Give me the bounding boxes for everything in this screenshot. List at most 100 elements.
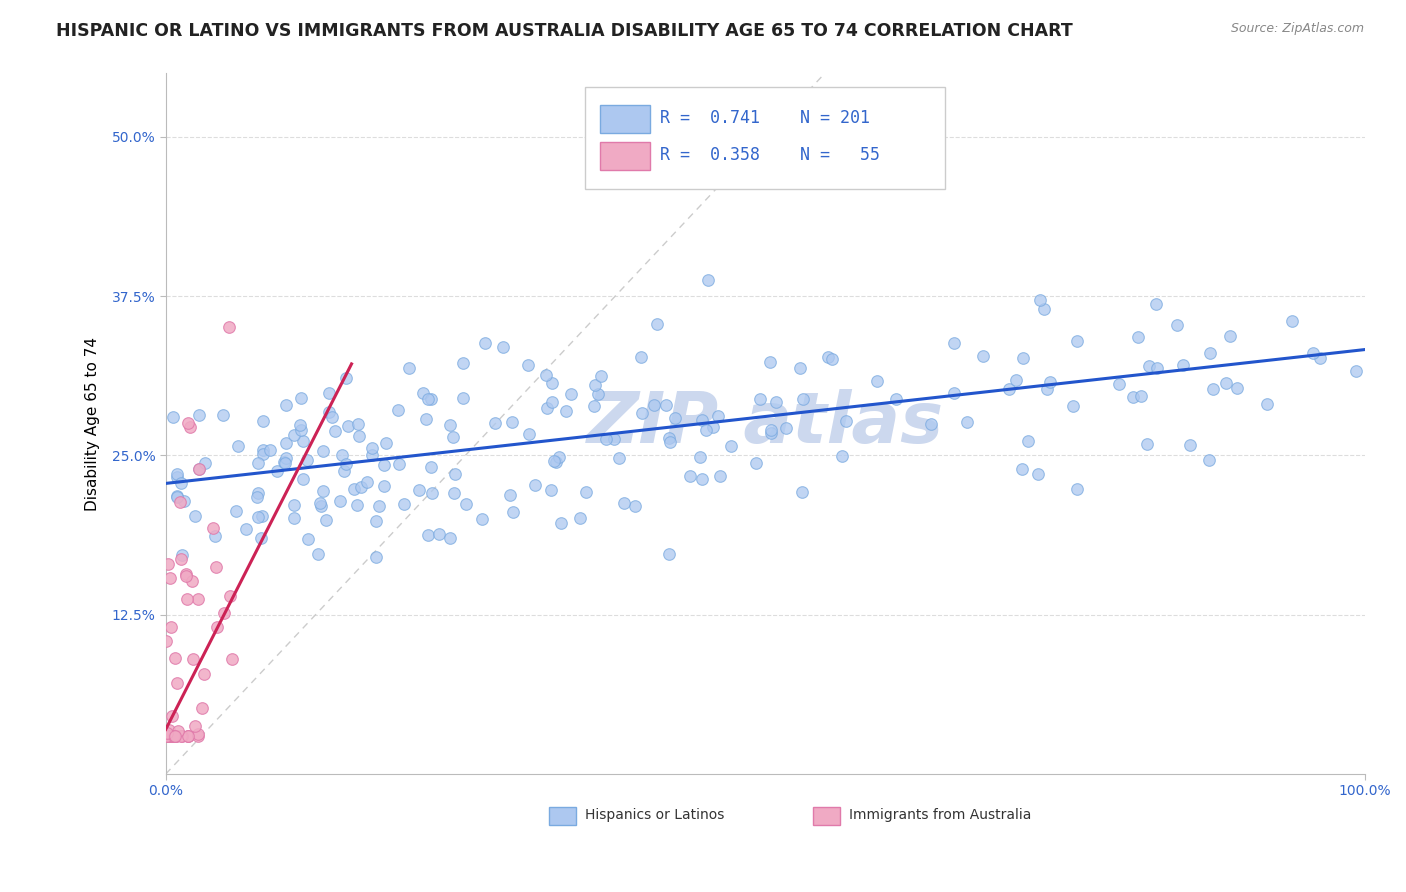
Point xyxy=(523,477,546,491)
Point xyxy=(689,450,711,464)
Point xyxy=(1146,361,1168,376)
Point xyxy=(276,398,298,412)
Point xyxy=(834,415,856,429)
Point xyxy=(884,392,907,407)
Point xyxy=(162,729,184,743)
Point xyxy=(451,356,474,370)
Point xyxy=(176,591,198,606)
Text: HISPANIC OR LATINO VS IMMIGRANTS FROM AUSTRALIA DISABILITY AGE 65 TO 74 CORRELAT: HISPANIC OR LATINO VS IMMIGRANTS FROM AU… xyxy=(56,22,1073,40)
Point xyxy=(775,421,797,435)
Point xyxy=(165,729,187,743)
Point xyxy=(550,516,572,530)
Point xyxy=(759,423,782,437)
Point xyxy=(211,408,233,422)
Point xyxy=(765,394,787,409)
Point xyxy=(454,498,477,512)
Point xyxy=(408,483,430,497)
Y-axis label: Disability Age 65 to 74: Disability Age 65 to 74 xyxy=(86,336,100,510)
Point xyxy=(1144,296,1167,310)
Point xyxy=(174,568,197,582)
Point xyxy=(998,383,1021,397)
FancyBboxPatch shape xyxy=(600,142,650,169)
Point xyxy=(603,432,626,446)
Point xyxy=(817,350,839,364)
Point xyxy=(1011,462,1033,476)
Point xyxy=(292,472,315,486)
Point xyxy=(219,590,242,604)
Point xyxy=(1129,389,1152,403)
Point xyxy=(1108,377,1130,392)
Point xyxy=(1066,482,1088,496)
Point xyxy=(184,509,207,524)
Point xyxy=(920,417,942,432)
Point xyxy=(744,456,766,470)
Point xyxy=(318,386,340,401)
Point xyxy=(333,464,356,478)
Point xyxy=(349,429,371,443)
Point xyxy=(654,398,676,412)
FancyBboxPatch shape xyxy=(600,104,650,133)
Point xyxy=(246,491,269,505)
Point xyxy=(659,434,682,449)
Point xyxy=(202,521,225,535)
Point xyxy=(474,335,496,350)
Point xyxy=(543,454,565,468)
Point xyxy=(1256,397,1278,411)
Point xyxy=(664,411,686,425)
Point xyxy=(595,432,617,446)
Point xyxy=(1126,330,1149,344)
Point xyxy=(1302,346,1324,360)
Point xyxy=(259,442,281,457)
Point xyxy=(157,729,180,743)
FancyBboxPatch shape xyxy=(813,807,839,824)
Point xyxy=(221,652,243,666)
Point xyxy=(696,273,718,287)
Point xyxy=(170,552,193,566)
Point xyxy=(583,377,606,392)
Point xyxy=(162,729,184,743)
Point xyxy=(789,361,811,376)
Point xyxy=(1032,301,1054,316)
Point xyxy=(589,368,612,383)
Point xyxy=(534,368,557,382)
Point xyxy=(166,470,188,484)
Point xyxy=(315,513,337,527)
Point xyxy=(412,385,434,400)
Point xyxy=(174,567,197,582)
Point xyxy=(204,529,226,543)
Point xyxy=(156,729,179,743)
Point xyxy=(246,485,269,500)
Point xyxy=(491,340,513,354)
Point xyxy=(759,355,782,369)
Point xyxy=(418,392,440,407)
Point xyxy=(311,483,333,498)
Point xyxy=(709,469,731,483)
Point xyxy=(173,493,195,508)
Point xyxy=(347,417,370,432)
Point xyxy=(1039,375,1062,389)
Point xyxy=(252,447,274,461)
Point xyxy=(366,550,388,565)
Point xyxy=(160,729,183,743)
Point xyxy=(170,475,193,490)
Point xyxy=(226,439,249,453)
Point xyxy=(541,376,564,390)
Point xyxy=(356,475,378,490)
Point xyxy=(443,486,465,500)
Point xyxy=(166,676,188,690)
Point xyxy=(179,419,201,434)
Point xyxy=(330,448,353,462)
Point xyxy=(180,574,202,588)
Point xyxy=(451,391,474,405)
Point xyxy=(956,415,979,429)
Point xyxy=(398,360,420,375)
FancyBboxPatch shape xyxy=(585,87,945,188)
Point xyxy=(367,499,389,513)
Point xyxy=(541,395,564,409)
Point xyxy=(188,461,211,475)
Point xyxy=(252,442,274,457)
Point xyxy=(536,401,558,416)
Point xyxy=(1198,452,1220,467)
Point xyxy=(156,729,179,743)
Point xyxy=(187,727,209,741)
